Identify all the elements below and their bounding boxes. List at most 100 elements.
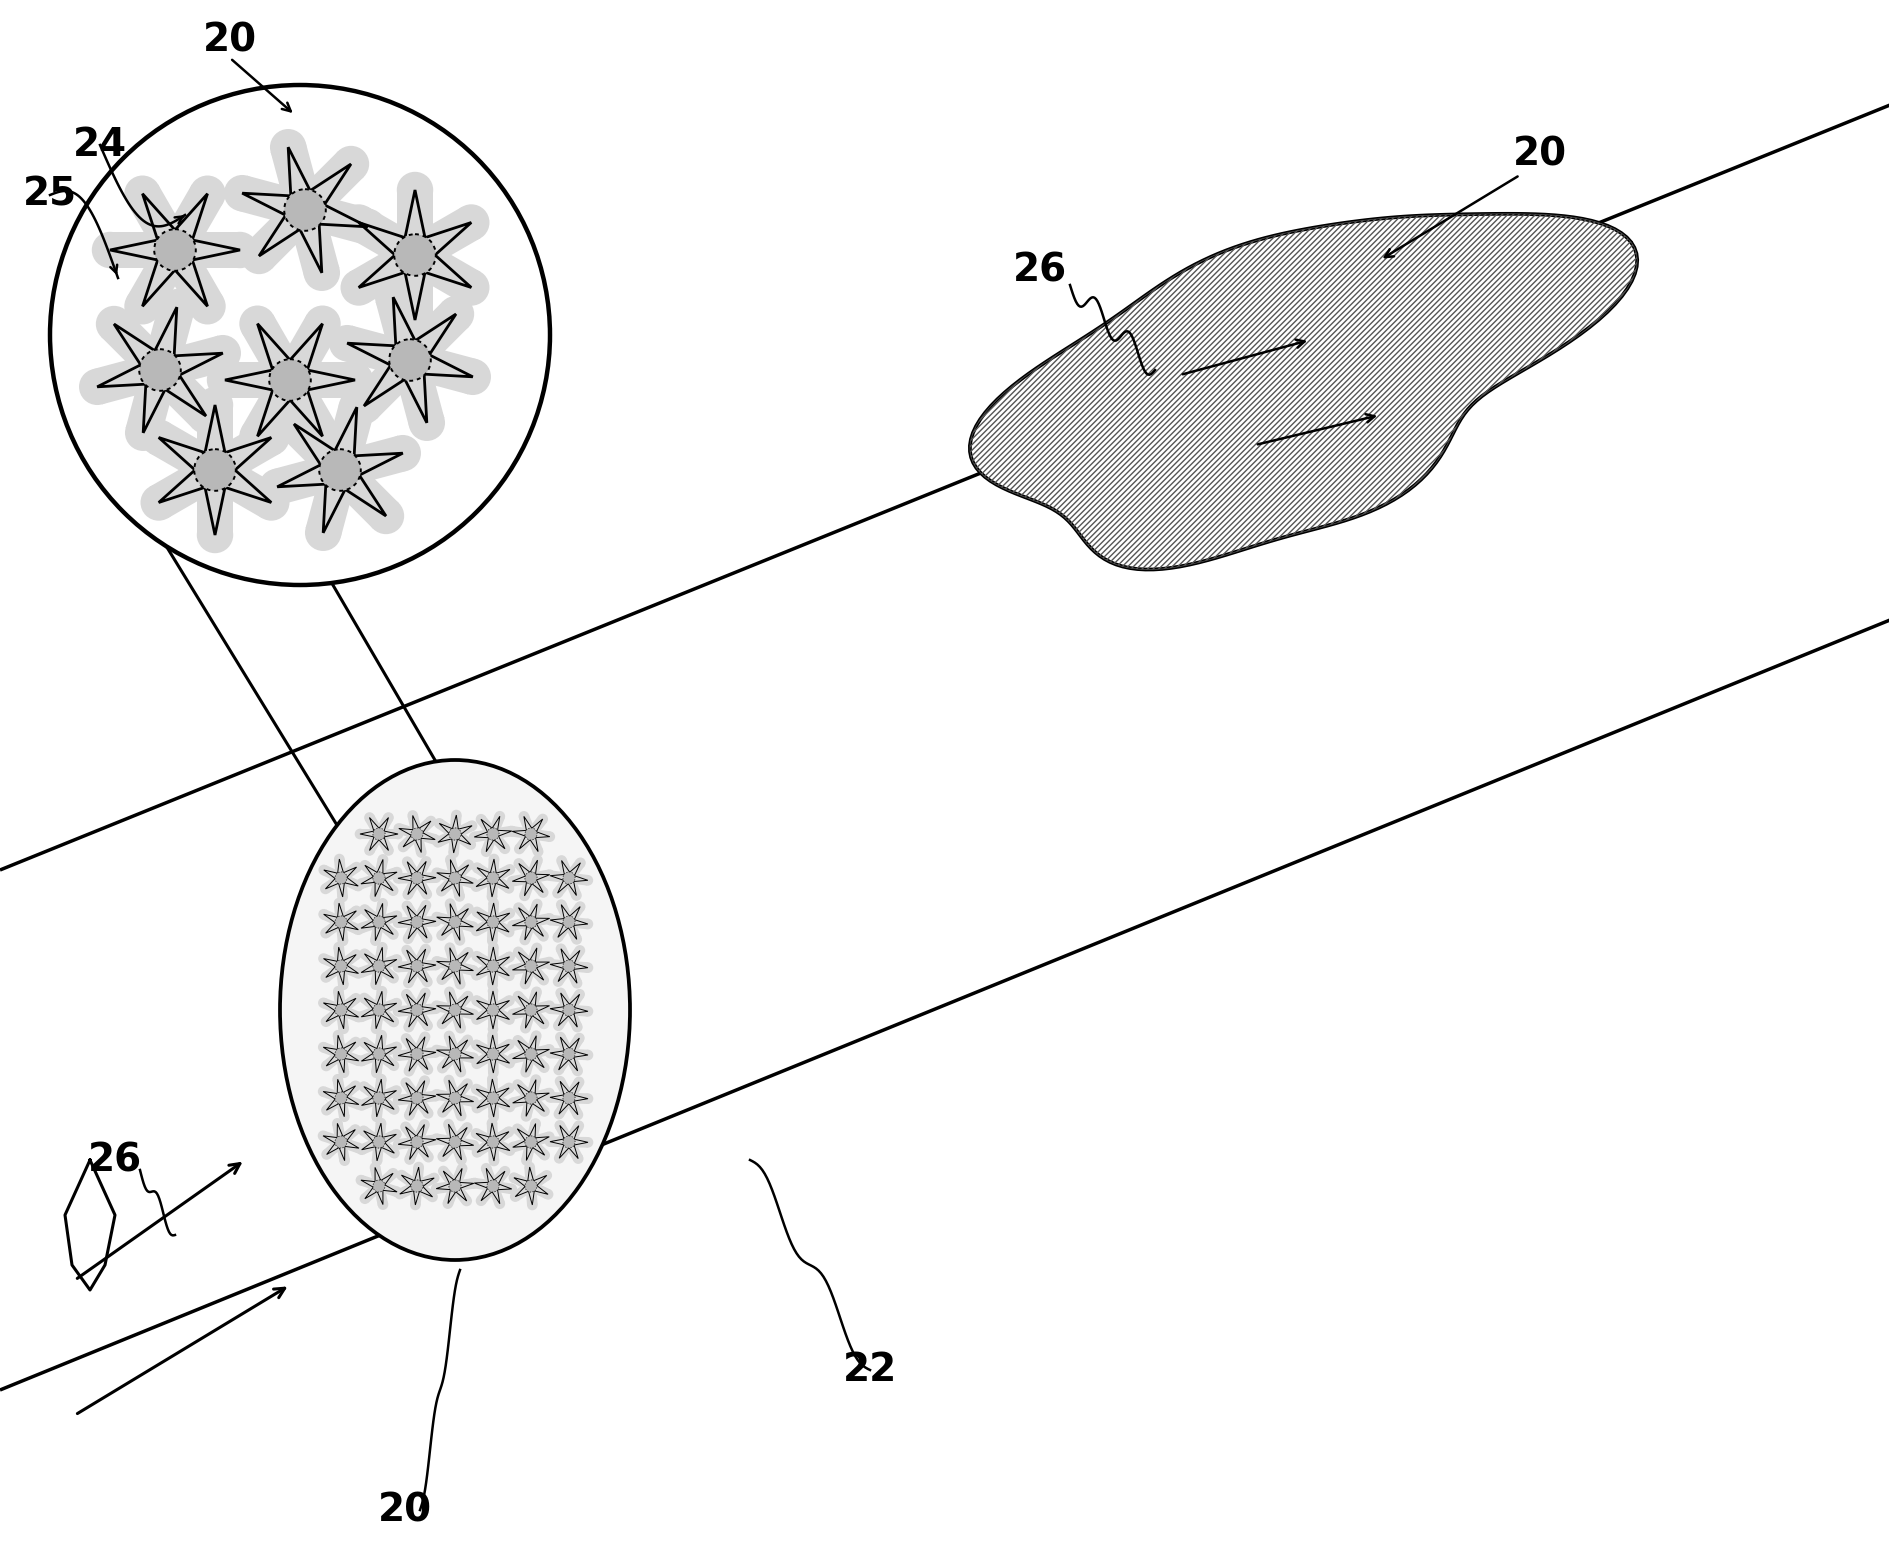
Circle shape bbox=[570, 978, 582, 988]
Circle shape bbox=[240, 238, 278, 274]
Circle shape bbox=[391, 911, 402, 921]
Polygon shape bbox=[380, 1141, 397, 1158]
Polygon shape bbox=[474, 1139, 491, 1157]
Polygon shape bbox=[495, 964, 512, 980]
Polygon shape bbox=[567, 1011, 582, 1030]
Polygon shape bbox=[495, 908, 512, 924]
Polygon shape bbox=[519, 1057, 535, 1074]
Circle shape bbox=[419, 1032, 431, 1043]
Polygon shape bbox=[338, 469, 399, 528]
Circle shape bbox=[334, 1003, 348, 1016]
Circle shape bbox=[351, 993, 361, 1003]
Circle shape bbox=[582, 875, 593, 886]
Polygon shape bbox=[336, 971, 348, 986]
Polygon shape bbox=[495, 952, 512, 969]
Polygon shape bbox=[402, 880, 419, 897]
Circle shape bbox=[423, 1108, 433, 1119]
Circle shape bbox=[502, 883, 514, 894]
Circle shape bbox=[525, 1003, 536, 1016]
Polygon shape bbox=[281, 314, 338, 375]
Polygon shape bbox=[474, 1085, 491, 1100]
Polygon shape bbox=[514, 1036, 531, 1055]
Circle shape bbox=[436, 1107, 448, 1118]
Polygon shape bbox=[410, 1191, 421, 1205]
Circle shape bbox=[355, 922, 366, 933]
Polygon shape bbox=[572, 1093, 587, 1103]
Circle shape bbox=[450, 1003, 461, 1016]
Polygon shape bbox=[495, 996, 512, 1013]
Circle shape bbox=[421, 889, 433, 900]
Circle shape bbox=[444, 986, 455, 997]
Polygon shape bbox=[451, 1144, 467, 1161]
Polygon shape bbox=[421, 1135, 436, 1147]
Polygon shape bbox=[487, 991, 499, 1005]
Polygon shape bbox=[382, 1086, 399, 1100]
Text: 24: 24 bbox=[74, 127, 127, 164]
Circle shape bbox=[553, 1121, 565, 1130]
Polygon shape bbox=[527, 1078, 540, 1094]
Circle shape bbox=[376, 1030, 387, 1041]
Polygon shape bbox=[472, 830, 489, 842]
Polygon shape bbox=[487, 1058, 499, 1074]
Circle shape bbox=[433, 838, 444, 847]
Circle shape bbox=[338, 936, 348, 946]
Circle shape bbox=[140, 485, 178, 520]
Circle shape bbox=[353, 1099, 365, 1110]
Circle shape bbox=[321, 1149, 332, 1160]
Polygon shape bbox=[487, 883, 499, 897]
Polygon shape bbox=[344, 875, 361, 891]
Circle shape bbox=[355, 1175, 366, 1185]
Circle shape bbox=[487, 1003, 499, 1016]
Circle shape bbox=[317, 1043, 329, 1052]
Polygon shape bbox=[487, 1102, 499, 1118]
Circle shape bbox=[472, 907, 482, 917]
Polygon shape bbox=[523, 1166, 536, 1182]
Circle shape bbox=[544, 1000, 555, 1011]
Circle shape bbox=[400, 944, 412, 955]
Polygon shape bbox=[535, 957, 550, 971]
Circle shape bbox=[582, 919, 593, 930]
Circle shape bbox=[514, 858, 523, 869]
Circle shape bbox=[431, 960, 440, 971]
Circle shape bbox=[372, 1180, 385, 1193]
Circle shape bbox=[431, 872, 442, 883]
Polygon shape bbox=[514, 993, 531, 1010]
Polygon shape bbox=[457, 961, 474, 975]
Polygon shape bbox=[342, 325, 399, 374]
Polygon shape bbox=[476, 1186, 493, 1204]
Circle shape bbox=[387, 885, 399, 896]
Circle shape bbox=[574, 946, 586, 955]
Circle shape bbox=[504, 908, 516, 919]
Polygon shape bbox=[416, 1099, 433, 1116]
Polygon shape bbox=[493, 921, 512, 936]
Circle shape bbox=[317, 864, 329, 875]
Polygon shape bbox=[535, 830, 550, 842]
Circle shape bbox=[508, 1172, 519, 1183]
Polygon shape bbox=[196, 405, 232, 453]
Polygon shape bbox=[414, 858, 431, 877]
Polygon shape bbox=[380, 964, 397, 982]
Polygon shape bbox=[455, 861, 472, 878]
Polygon shape bbox=[567, 1122, 584, 1141]
Polygon shape bbox=[408, 814, 421, 830]
Circle shape bbox=[321, 972, 331, 983]
Polygon shape bbox=[417, 1185, 434, 1202]
Circle shape bbox=[419, 988, 431, 999]
Polygon shape bbox=[414, 1035, 429, 1052]
Circle shape bbox=[319, 883, 331, 894]
Polygon shape bbox=[342, 863, 359, 880]
Circle shape bbox=[506, 1053, 518, 1064]
Circle shape bbox=[387, 972, 399, 983]
Polygon shape bbox=[361, 861, 380, 878]
Circle shape bbox=[321, 1016, 331, 1027]
Circle shape bbox=[455, 1155, 467, 1164]
Circle shape bbox=[468, 1177, 480, 1188]
Polygon shape bbox=[438, 1053, 455, 1072]
Circle shape bbox=[455, 1068, 467, 1077]
Circle shape bbox=[336, 361, 372, 399]
Polygon shape bbox=[451, 969, 465, 986]
Polygon shape bbox=[397, 961, 412, 972]
Polygon shape bbox=[512, 1172, 529, 1189]
Circle shape bbox=[391, 867, 402, 877]
Polygon shape bbox=[374, 1078, 387, 1094]
